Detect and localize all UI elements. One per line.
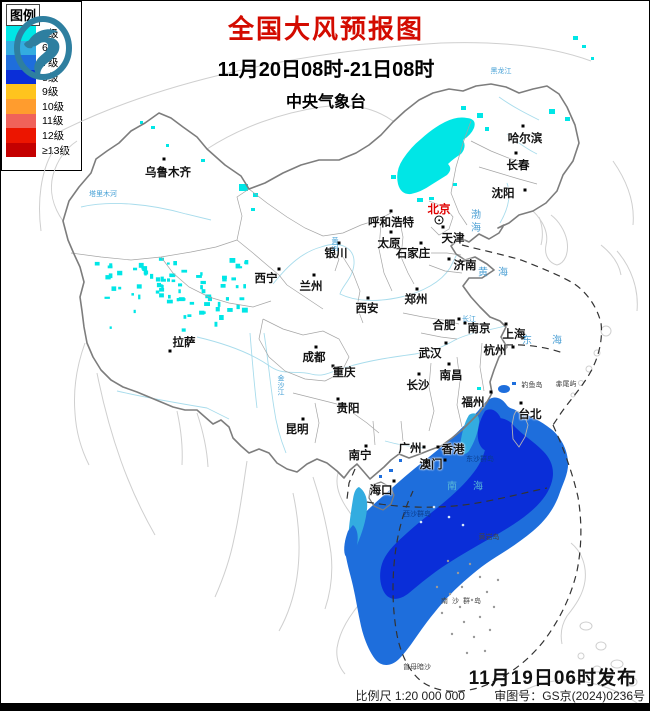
province-borders xyxy=(70,120,538,446)
wind-speckles-tibet xyxy=(94,257,249,332)
south-sea-islets xyxy=(435,383,561,655)
map-footnote: 比例尺 1:20 000 000 审图号：GS京(2024)0236号 xyxy=(356,687,645,704)
maritime-dashed-lines xyxy=(346,244,603,692)
legend-swatch xyxy=(6,98,36,114)
legend-item: 9级 xyxy=(6,84,81,99)
wind-area-level5-northeast xyxy=(397,117,475,195)
legend-label: 11级 xyxy=(42,115,64,128)
legend-swatch xyxy=(6,113,36,129)
taiwan-outline xyxy=(511,410,529,448)
bottom-bar xyxy=(1,703,649,710)
map-scale: 比例尺 1:20 000 000 xyxy=(355,689,465,703)
issue-time: 11月19日06时发布 xyxy=(468,668,637,689)
legend-item: 12级 xyxy=(6,128,81,143)
wind-spots-level7 xyxy=(379,382,516,478)
approval-number: 审图号：GS京(2024)0236号 xyxy=(494,689,645,703)
rivers xyxy=(80,96,540,454)
map-header: 全国大风预报图 11月20日08时-21日08时 中央气象台 xyxy=(1,1,649,112)
islet-dots-on-blue xyxy=(419,505,465,527)
legend-item: 11级 xyxy=(6,113,81,129)
legend-item: 10级 xyxy=(6,98,81,114)
cma-logo-icon xyxy=(14,16,72,80)
legend-swatch xyxy=(6,128,36,143)
issuing-agency: 中央气象台 xyxy=(285,94,366,111)
legend-label: 9级 xyxy=(42,86,59,99)
foreign-borders xyxy=(39,42,646,710)
legend-swatch xyxy=(6,84,36,99)
legend-swatch xyxy=(6,142,36,158)
legend-label: 12级 xyxy=(42,129,65,142)
wind-area-south-china-sea xyxy=(344,385,569,665)
national-border xyxy=(62,83,580,511)
page-title: 全国大风预报图 xyxy=(227,14,424,44)
forecast-period: 11月20日08时-21日08时 xyxy=(217,59,435,81)
legend-label: 10级 xyxy=(42,100,65,113)
